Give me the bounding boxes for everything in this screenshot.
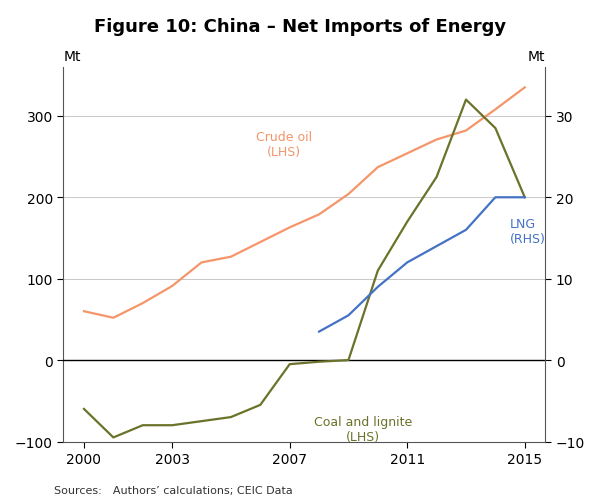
Text: Mt: Mt bbox=[528, 50, 545, 64]
Text: LNG
(RHS): LNG (RHS) bbox=[510, 218, 546, 246]
Text: Crude oil
(LHS): Crude oil (LHS) bbox=[256, 131, 312, 159]
Text: Figure 10: China – Net Imports of Energy: Figure 10: China – Net Imports of Energy bbox=[94, 18, 506, 36]
Text: Sources: Authors’ calculations; CEIC Data: Sources: Authors’ calculations; CEIC Dat… bbox=[54, 485, 293, 495]
Text: Mt: Mt bbox=[64, 50, 81, 64]
Text: Coal and lignite
(LHS): Coal and lignite (LHS) bbox=[314, 416, 412, 443]
